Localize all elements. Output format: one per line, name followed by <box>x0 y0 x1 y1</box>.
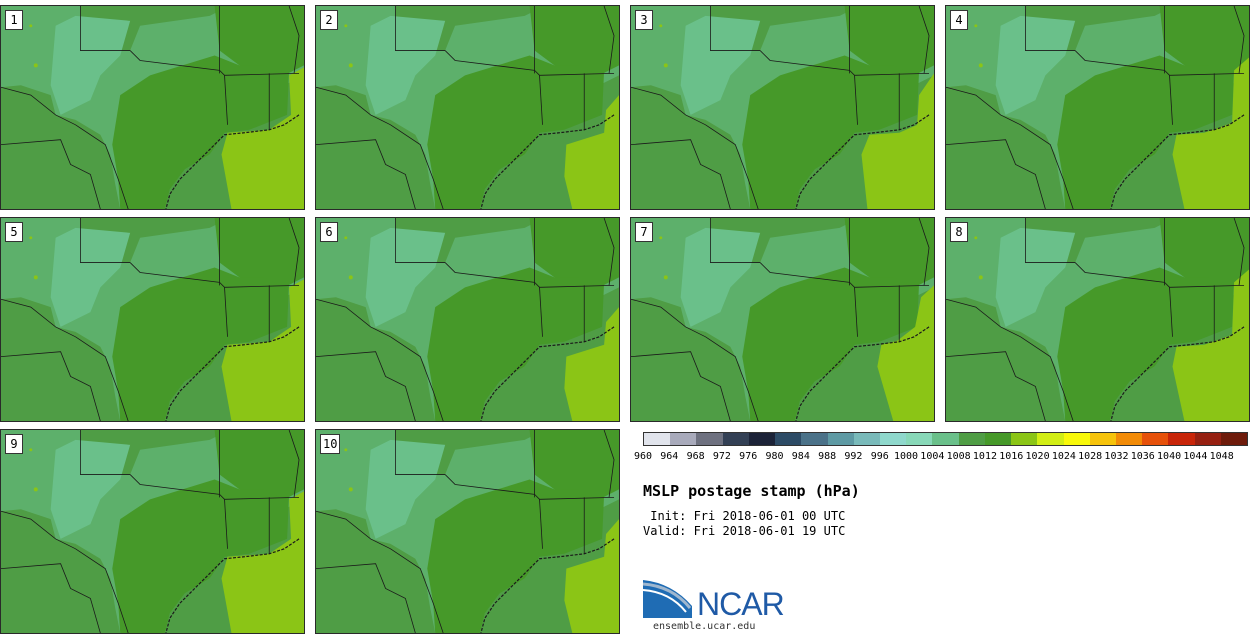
map-panel: 8 <box>945 217 1250 422</box>
map-panel: 6 <box>315 217 620 422</box>
colorbar-swatch <box>906 433 933 445</box>
colorbar-tick-label: 964 <box>660 451 679 462</box>
colorbar-swatch <box>670 433 697 445</box>
panel-number: 4 <box>950 10 968 30</box>
ncar-logo-icon <box>642 580 692 618</box>
colorbar-swatch <box>827 433 854 445</box>
colorbar <box>643 432 1248 446</box>
colorbar-swatch <box>722 433 749 445</box>
colorbar-tick-label: 1028 <box>1078 451 1103 462</box>
logo-text: NCAR <box>697 586 785 622</box>
mslp-map <box>631 6 934 209</box>
colorbar-swatch <box>696 433 723 445</box>
mslp-map <box>316 218 619 421</box>
colorbar-labels: 960 964 968 972 976 980 984 988 992 996 1000 1004 10… <box>632 451 1260 465</box>
map-panel: 3 <box>630 5 935 210</box>
colorbar-swatch <box>853 433 880 445</box>
mslp-map <box>1 218 304 421</box>
colorbar-tick-label: 988 <box>818 451 837 462</box>
map-panel: 1 <box>0 5 305 210</box>
colorbar-swatch <box>801 433 828 445</box>
panel-number: 7 <box>635 222 653 242</box>
colorbar-swatch <box>958 433 985 445</box>
colorbar-tick-label: 972 <box>712 451 731 462</box>
colorbar-tick-label: 1040 <box>1157 451 1182 462</box>
colorbar-tick-label: 968 <box>686 451 705 462</box>
colorbar-tick-label: 992 <box>844 451 863 462</box>
mslp-map <box>631 218 934 421</box>
logo-url: ensemble.ucar.edu <box>653 621 756 632</box>
colorbar-tick-label: 1020 <box>1025 451 1050 462</box>
time-info: Init: Fri 2018-06-01 00 UTC Valid: Fri 2… <box>643 509 845 539</box>
colorbar-tick-label: 1032 <box>1104 451 1129 462</box>
colorbar-swatch <box>1220 433 1248 445</box>
map-panel: 9 <box>0 429 305 634</box>
colorbar-tick-label: 1008 <box>946 451 971 462</box>
colorbar-tick-label: 1044 <box>1183 451 1208 462</box>
map-panel: 4 <box>945 5 1250 210</box>
mslp-map <box>1 6 304 209</box>
map-panel: 7 <box>630 217 935 422</box>
mslp-map <box>1 430 304 633</box>
colorbar-tick-label: 1036 <box>1130 451 1155 462</box>
mslp-map <box>946 218 1249 421</box>
panel-number: 10 <box>320 434 341 454</box>
colorbar-tick-label: 1016 <box>999 451 1024 462</box>
panel-number: 8 <box>950 222 968 242</box>
colorbar-swatch <box>775 433 802 445</box>
colorbar-tick-label: 1012 <box>972 451 997 462</box>
panel-number: 9 <box>5 434 23 454</box>
colorbar-tick-label: 984 <box>791 451 810 462</box>
map-panel: 10 <box>315 429 620 634</box>
map-panel: 2 <box>315 5 620 210</box>
colorbar-tick-label: 960 <box>633 451 653 462</box>
colorbar-swatch <box>1115 433 1143 445</box>
colorbar-tick-label: 1048 <box>1209 451 1234 462</box>
colorbar-swatch <box>1089 433 1116 445</box>
colorbar-tick-label: 1000 <box>893 451 919 462</box>
mslp-map <box>316 6 619 209</box>
colorbar-swatch <box>1037 433 1064 445</box>
colorbar-tick-label: 1004 <box>920 451 945 462</box>
colorbar-tick-label: 1024 <box>1051 451 1076 462</box>
panel-number: 5 <box>5 222 23 242</box>
colorbar-tick-label: 996 <box>870 451 889 462</box>
chart-title: MSLP postage stamp (hPa) <box>643 482 860 500</box>
colorbar-swatch <box>1063 433 1090 445</box>
colorbar-swatch <box>1168 433 1195 445</box>
panel-number: 1 <box>5 10 23 30</box>
init-time: Init: Fri 2018-06-01 00 UTC <box>643 509 846 523</box>
map-panel: 5 <box>0 217 305 422</box>
colorbar-swatch <box>879 433 907 445</box>
panel-number: 2 <box>320 10 338 30</box>
mslp-map <box>946 6 1249 209</box>
colorbar-swatch <box>932 433 959 445</box>
colorbar-swatch <box>1011 433 1038 445</box>
mslp-map <box>316 430 619 633</box>
colorbar-swatch <box>984 433 1012 445</box>
colorbar-swatch <box>1194 433 1221 445</box>
colorbar-swatch <box>644 433 671 445</box>
panel-number: 3 <box>635 10 653 30</box>
colorbar-tick-label: 980 <box>765 451 784 462</box>
valid-time: Valid: Fri 2018-06-01 19 UTC <box>643 524 846 538</box>
colorbar-swatch <box>1142 433 1169 445</box>
colorbar-tick-label: 976 <box>739 451 758 462</box>
panel-number: 6 <box>320 222 338 242</box>
colorbar-swatch <box>748 433 776 445</box>
